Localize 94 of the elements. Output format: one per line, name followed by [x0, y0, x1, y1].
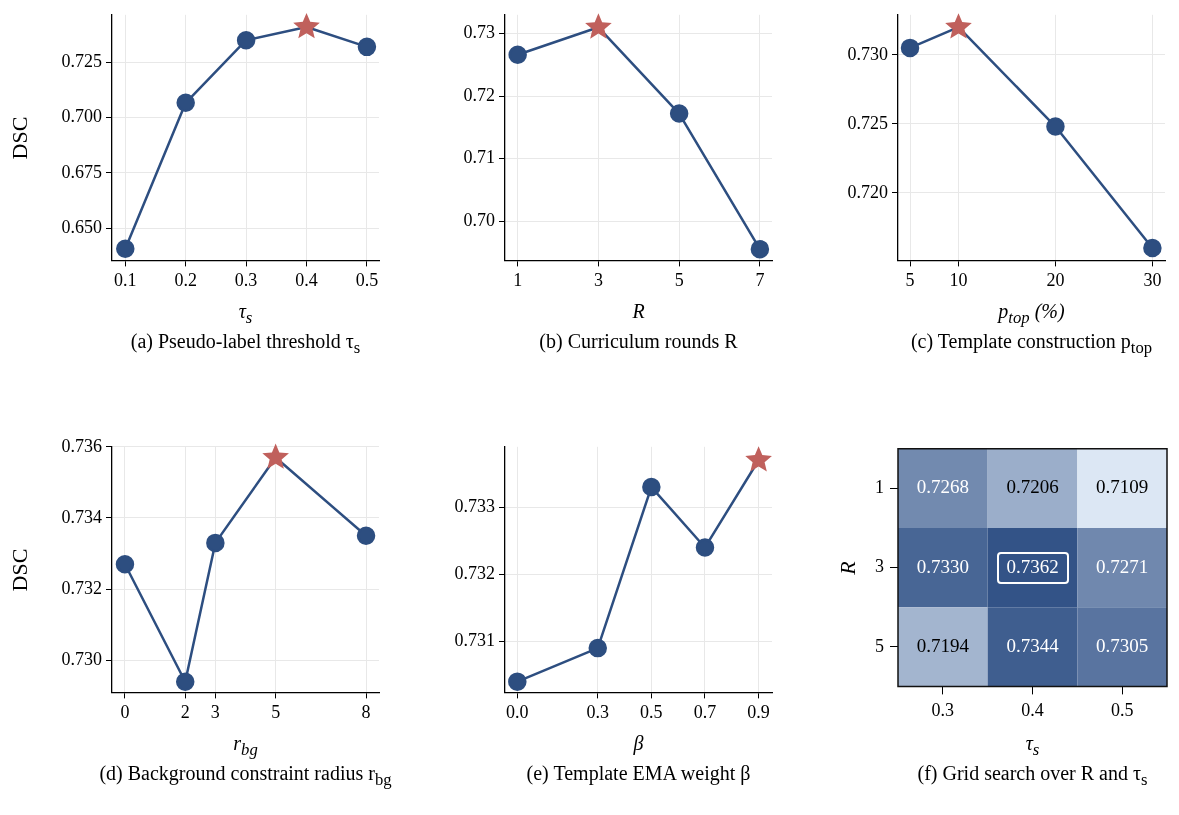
x-axis-title: R: [632, 300, 645, 323]
x-tick-label: 0.4: [295, 269, 318, 290]
x-tick-label: 0.1: [114, 269, 137, 290]
x-tick-label: 5: [271, 701, 281, 722]
x-tick-label: 7: [755, 269, 765, 290]
y-axis-title: DSC: [7, 116, 33, 159]
point: [588, 638, 607, 658]
x-tick-label: 8: [361, 701, 371, 722]
point: [206, 533, 225, 553]
point: [115, 555, 135, 574]
point: [175, 672, 195, 691]
y-tick-label: 0.732: [61, 577, 102, 598]
point: [750, 239, 770, 259]
point: [356, 526, 376, 546]
x-tick-label: 0.5: [1110, 699, 1134, 720]
x-tick-label: 20: [1046, 269, 1065, 290]
y-tick-label: 0.725: [847, 112, 888, 133]
x-axis-title: r$_{bg}$: [233, 732, 258, 760]
x-axis-title: τ$_{s}$: [238, 300, 253, 328]
point: [1046, 117, 1065, 136]
x-tick-label: 0.3: [586, 701, 609, 722]
x-tick-label: 0: [120, 701, 130, 722]
data-label: 0.7194: [916, 634, 970, 656]
y-tick-label: 0.71: [463, 147, 495, 168]
x-tick-label: 0.3: [234, 269, 258, 290]
y-tick-label: 0.736: [61, 435, 102, 456]
data-label: 0.7362: [1006, 555, 1059, 577]
text: (b) Curriculum rounds R: [539, 330, 738, 353]
x-axis-title: p$_{top}$ (%): [998, 300, 1065, 328]
point: [357, 37, 377, 57]
x-axis-title: β: [633, 732, 644, 755]
x-tick-label: 3: [210, 701, 220, 722]
y-tick-label: 0.73: [463, 22, 495, 43]
x-tick-label: 0.9: [747, 701, 770, 722]
y-tick-label: 0.733: [454, 495, 495, 516]
y-axis-title: R: [835, 560, 861, 575]
x-tick-label: 3: [593, 269, 603, 290]
point: [745, 446, 772, 472]
y-tick-label: 0.720: [847, 181, 888, 202]
point: [262, 443, 289, 469]
y-tick-label: 0.70: [463, 209, 495, 230]
y-tick-label: 3: [875, 556, 884, 577]
y-tick-label: 1: [875, 477, 884, 498]
data-label: 0.7330: [916, 555, 969, 577]
x-tick-label: 10: [949, 269, 968, 290]
text: (e) Template EMA weight β: [526, 762, 751, 785]
point: [900, 38, 920, 58]
point: [176, 93, 195, 113]
y-tick-label: 0.700: [61, 106, 102, 127]
text: (a) Pseudo-label threshold τ$_{s}$: [130, 330, 361, 358]
x-tick-label: 5: [674, 269, 684, 290]
point: [116, 239, 135, 258]
x-tick-label: 0.3: [931, 699, 955, 720]
y-tick-label: 0.730: [847, 43, 888, 64]
x-axis-title: τ$_{s}$: [1025, 732, 1040, 760]
y-tick-label: 5: [875, 635, 884, 656]
point: [695, 538, 715, 557]
y-tick-label: 0.730: [61, 649, 102, 670]
y-tick-label: 0.732: [454, 563, 495, 584]
text: (f) Grid search over R and τ$_{s}$: [917, 762, 1148, 790]
data-label: 0.7268: [916, 476, 969, 498]
point: [669, 104, 689, 123]
data-label: 0.7109: [1096, 476, 1149, 498]
x-tick-label: 0.5: [640, 701, 663, 722]
point: [508, 45, 527, 65]
x-tick-label: 0.2: [174, 269, 197, 290]
x-tick-label: 2: [180, 701, 190, 722]
x-tick-label: 1: [513, 269, 523, 290]
y-axis-title: DSC: [7, 548, 33, 591]
point: [236, 30, 256, 50]
y-tick-label: 0.650: [61, 216, 102, 237]
x-tick-label: 0.5: [355, 269, 379, 290]
x-tick-label: 5: [905, 269, 915, 290]
data-label: 0.7271: [1096, 555, 1149, 577]
data-label: 0.7344: [1006, 634, 1060, 656]
point: [945, 13, 972, 39]
x-tick-label: 0.7: [693, 701, 717, 722]
point: [585, 13, 612, 39]
y-tick-label: 0.72: [463, 84, 495, 105]
y-tick-label: 0.725: [61, 51, 102, 72]
text: (c) Template construction p$_{top}$: [910, 330, 1153, 358]
point: [508, 672, 527, 691]
data-label: 0.7206: [1006, 476, 1059, 498]
point: [293, 12, 320, 39]
x-tick-label: 0.0: [506, 701, 529, 722]
point: [1143, 238, 1162, 258]
point: [642, 477, 661, 497]
text: (d) Background constraint radius r$_{bg}$: [99, 762, 392, 790]
x-tick-label: 30: [1143, 269, 1162, 290]
data-label: 0.7305: [1096, 634, 1149, 656]
y-tick-label: 0.734: [61, 506, 102, 527]
x-tick-label: 0.4: [1021, 699, 1044, 720]
y-tick-label: 0.675: [61, 161, 102, 182]
y-tick-label: 0.731: [454, 630, 495, 651]
